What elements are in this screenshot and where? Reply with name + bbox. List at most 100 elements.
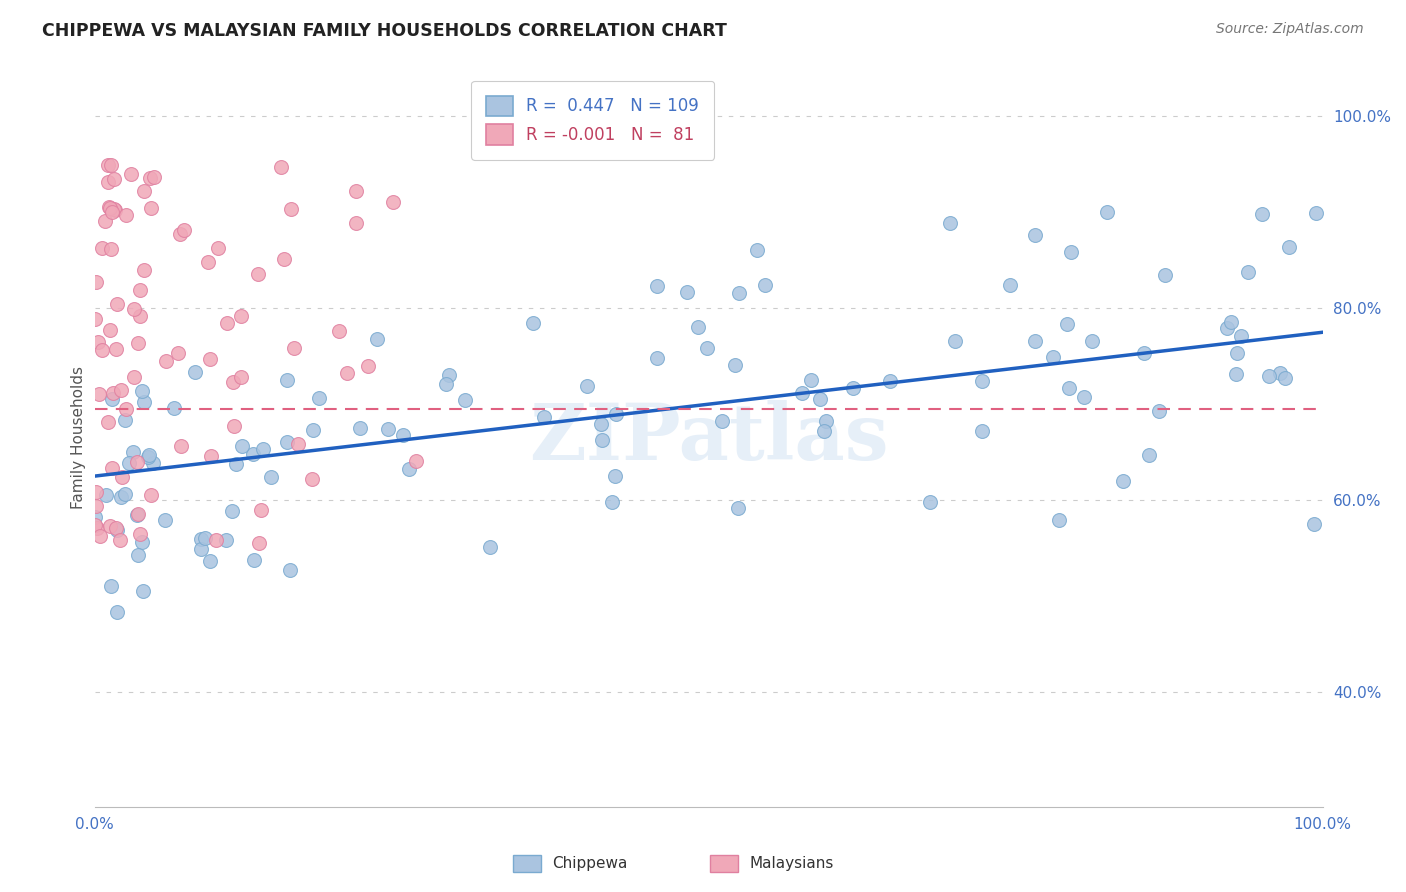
Point [533, 409, 555, 424]
Point [1154, 268, 1177, 283]
Point [91, 343, 114, 357]
Point [155, 513, 177, 527]
Point [200, 450, 222, 464]
Point [1225, 367, 1247, 381]
Point [231, 439, 253, 453]
Point [308, 391, 330, 405]
Point [1060, 245, 1083, 260]
Point [100, 579, 122, 593]
Point [97, 175, 120, 189]
Text: Source: ZipAtlas.com: Source: ZipAtlas.com [1216, 22, 1364, 37]
Point [101, 461, 124, 475]
Text: Chippewa: Chippewa [553, 856, 628, 871]
Point [479, 540, 502, 554]
Point [103, 171, 125, 186]
Point [98, 202, 121, 216]
Text: Malaysians: Malaysians [749, 856, 834, 871]
Point [1073, 390, 1095, 404]
Point [97, 416, 120, 430]
Point [198, 554, 221, 568]
Point [129, 283, 152, 297]
Point [1250, 207, 1272, 221]
Point [96, 488, 118, 502]
Point [437, 368, 460, 382]
Point [522, 316, 544, 330]
Point [600, 494, 623, 508]
Point [122, 370, 145, 384]
Point [98, 518, 121, 533]
Point [392, 428, 415, 442]
Point [349, 421, 371, 435]
Point [243, 553, 266, 567]
Point [229, 369, 252, 384]
Point [247, 267, 270, 281]
Point [94, 214, 117, 228]
Point [1274, 371, 1296, 385]
Point [357, 359, 380, 374]
Point [111, 470, 134, 484]
Point [1056, 318, 1078, 332]
Point [918, 494, 941, 508]
Point [1059, 380, 1081, 394]
Point [1137, 448, 1160, 462]
Point [167, 346, 190, 360]
Point [169, 439, 191, 453]
Point [754, 277, 776, 292]
Point [745, 243, 768, 257]
Point [98, 323, 121, 337]
Point [173, 222, 195, 236]
Point [215, 533, 238, 547]
Point [589, 417, 612, 432]
Point [813, 425, 835, 439]
Point [800, 374, 823, 388]
Point [139, 170, 162, 185]
Point [221, 504, 243, 518]
Point [972, 424, 994, 438]
Point [259, 469, 281, 483]
Point [84, 275, 107, 289]
Point [250, 503, 273, 517]
Point [84, 510, 107, 524]
Point [110, 491, 132, 505]
Point [998, 277, 1021, 292]
Point [225, 457, 247, 471]
Point [939, 216, 962, 230]
Point [142, 456, 165, 470]
Point [205, 533, 228, 547]
Point [134, 184, 156, 198]
Point [328, 324, 350, 338]
Point [87, 334, 110, 349]
Point [198, 351, 221, 366]
Point [100, 242, 122, 256]
Point [814, 414, 837, 428]
Point [1236, 265, 1258, 279]
Point [727, 500, 749, 515]
Point [696, 341, 718, 355]
Point [344, 217, 367, 231]
Point [139, 201, 162, 215]
Point [87, 387, 110, 401]
Point [90, 241, 112, 255]
Point [808, 392, 831, 406]
Point [222, 375, 245, 389]
Point [1302, 517, 1324, 532]
Point [842, 380, 865, 394]
Point [129, 309, 152, 323]
Point [194, 531, 217, 545]
Point [301, 473, 323, 487]
Point [207, 241, 229, 255]
Point [127, 335, 149, 350]
Point [1024, 334, 1046, 348]
Point [970, 374, 993, 388]
Point [344, 184, 367, 198]
Point [1097, 205, 1119, 219]
Point [104, 342, 127, 356]
Point [84, 500, 107, 514]
Point [132, 395, 155, 409]
Point [710, 414, 733, 428]
Point [247, 536, 270, 550]
Point [1220, 315, 1243, 329]
Point [1216, 320, 1239, 334]
Point [110, 533, 132, 547]
Point [591, 433, 613, 447]
